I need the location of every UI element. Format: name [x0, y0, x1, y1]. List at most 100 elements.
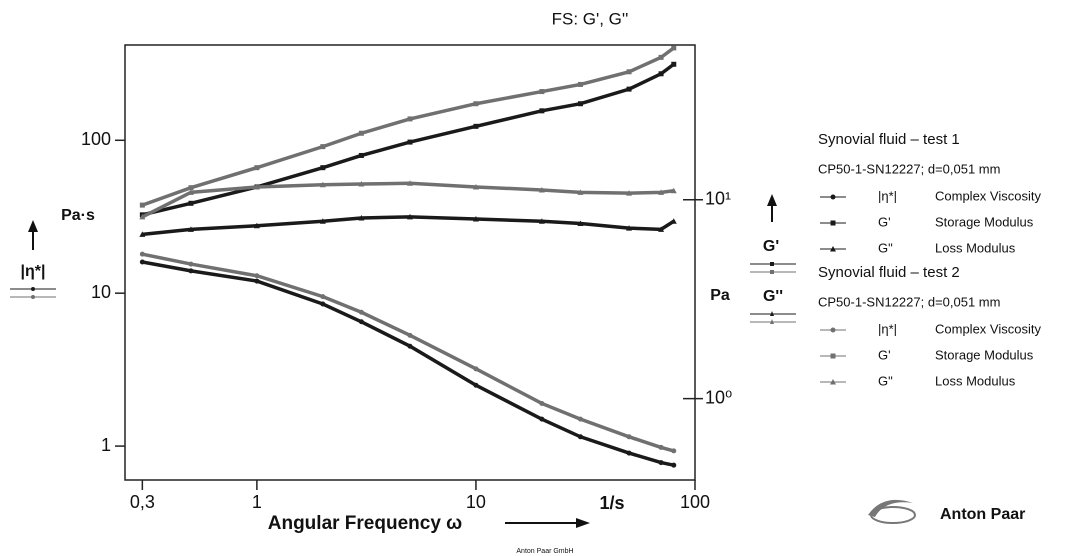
series-line: [142, 260, 675, 467]
y2-symbol: G': [763, 238, 779, 255]
marker: [577, 434, 583, 440]
logo-text: Anton Paar: [940, 506, 1025, 523]
marker: [626, 434, 632, 440]
marker: [538, 186, 545, 193]
legend-title: Synovial fluid – test 1: [818, 131, 960, 148]
legend-description: Loss Modulus: [935, 240, 1016, 255]
marker: [254, 278, 260, 284]
logo: Anton Paar: [868, 499, 1025, 524]
y-symbol: |η*|: [21, 263, 46, 280]
marker: [139, 259, 145, 265]
marker: [319, 181, 326, 188]
marker: [358, 319, 364, 325]
marker: [253, 222, 260, 229]
legend-description: Complex Viscosity: [935, 321, 1041, 336]
y-tick-label: 100: [81, 129, 111, 149]
marker: [320, 294, 326, 300]
y-tick-label: 10: [91, 282, 111, 302]
marker: [671, 462, 677, 468]
marker: [577, 189, 584, 195]
marker: [658, 226, 665, 232]
marker: [670, 187, 677, 194]
marker: [139, 251, 145, 257]
marker: [626, 86, 632, 92]
legend-name: G': [878, 347, 891, 362]
legend-name: G': [878, 214, 891, 229]
x-tick-label: 100: [680, 492, 710, 512]
marker: [577, 81, 583, 87]
marker: [472, 183, 479, 190]
marker: [407, 116, 413, 122]
marker: [407, 343, 413, 349]
y2-symbol-marker: [770, 270, 774, 274]
series-line: [142, 215, 675, 237]
series-line: [141, 252, 675, 453]
marker: [187, 226, 194, 232]
y-symbol-marker: [31, 295, 35, 299]
marker: [670, 218, 677, 224]
marker: [658, 54, 664, 60]
marker: [577, 416, 583, 422]
logo-swoosh: [868, 499, 913, 517]
series-line: [141, 181, 674, 219]
marker: [358, 309, 364, 315]
marker: [188, 268, 194, 274]
marker: [139, 202, 145, 208]
legend-name: G": [878, 373, 893, 388]
series-line: [141, 46, 675, 207]
series-line: [141, 62, 675, 217]
legend-subtitle: CP50-1-SN12227; d=0,051 mm: [818, 294, 1000, 309]
legend-description: Complex Viscosity: [935, 188, 1041, 203]
x-arrow-head: [576, 518, 590, 528]
marker: [577, 101, 583, 107]
marker: [671, 61, 677, 67]
marker: [358, 181, 365, 187]
y-arrow-head: [28, 220, 38, 232]
marker: [319, 218, 326, 224]
marker: [473, 366, 479, 372]
marker: [539, 400, 545, 406]
marker: [626, 225, 633, 231]
legend-marker: [830, 220, 836, 226]
legend-name: |η*|: [878, 188, 897, 203]
marker: [671, 448, 677, 454]
marker: [539, 89, 545, 95]
marker: [320, 144, 326, 150]
y2-arrow-head: [767, 194, 777, 206]
legend-marker: [830, 194, 836, 200]
legend-subtitle: CP50-1-SN12227; d=0,051 mm: [818, 161, 1000, 176]
y2-tick-label: 10¹: [705, 189, 731, 209]
marker: [358, 214, 365, 221]
marker: [407, 180, 413, 186]
legend-title: Synovial fluid – test 2: [818, 264, 960, 281]
x-unit: 1/s: [599, 493, 624, 513]
legend-marker: [830, 379, 836, 385]
logo-ring: [870, 506, 916, 524]
marker: [254, 273, 260, 279]
marker: [254, 165, 260, 171]
marker: [188, 261, 194, 267]
marker: [473, 101, 479, 107]
marker: [626, 450, 632, 456]
marker: [658, 444, 664, 450]
y2-symbol-marker: [770, 311, 774, 316]
marker: [658, 460, 664, 466]
y-tick-label: 1: [101, 435, 111, 455]
legend-description: Storage Modulus: [935, 347, 1034, 362]
marker: [407, 139, 413, 145]
y2-symbol: G'': [763, 288, 783, 305]
marker: [253, 183, 260, 190]
y-axis-label: Pa·s: [61, 207, 95, 224]
marker: [187, 189, 194, 195]
marker: [188, 200, 194, 206]
marker: [538, 218, 545, 224]
x-tick-label: 10: [466, 492, 486, 512]
legend-description: Storage Modulus: [935, 214, 1034, 229]
x-tick-label: 1: [252, 492, 262, 512]
y2-symbol-marker: [770, 262, 774, 266]
footer: Anton Paar GmbH: [516, 548, 573, 555]
y2-tick-label: 10⁰: [705, 387, 732, 407]
marker: [358, 152, 364, 158]
marker: [320, 301, 326, 307]
